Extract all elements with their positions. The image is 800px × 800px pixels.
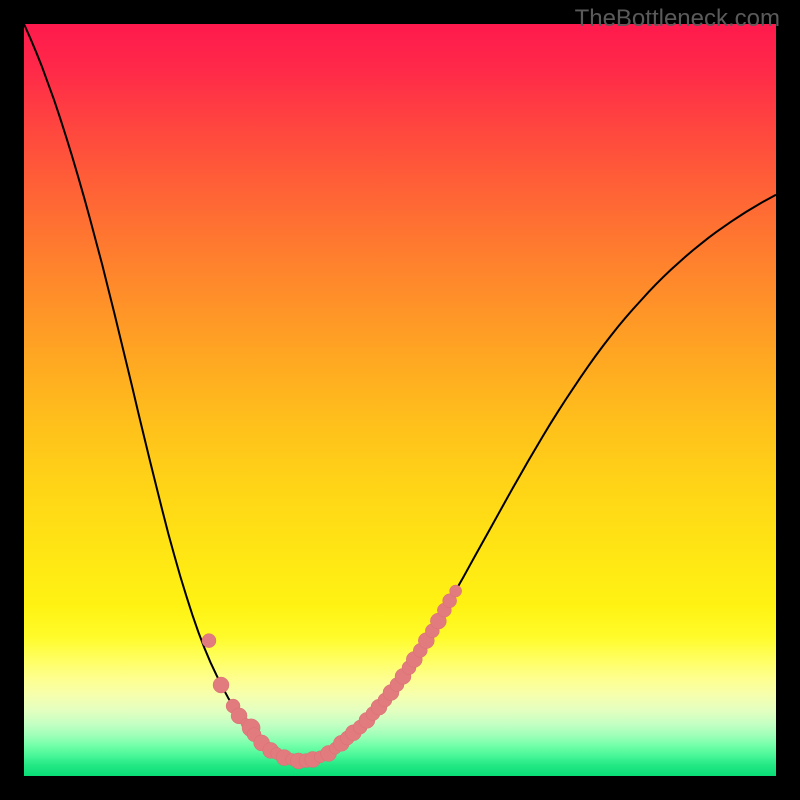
chart-svg [24,24,776,776]
chart-background [24,24,776,776]
watermark-text: TheBottleneck.com [575,5,780,33]
data-marker [213,677,229,693]
plot-area [24,24,776,776]
data-marker [450,585,462,597]
data-marker [202,634,216,648]
chart-frame: TheBottleneck.com [0,0,800,800]
